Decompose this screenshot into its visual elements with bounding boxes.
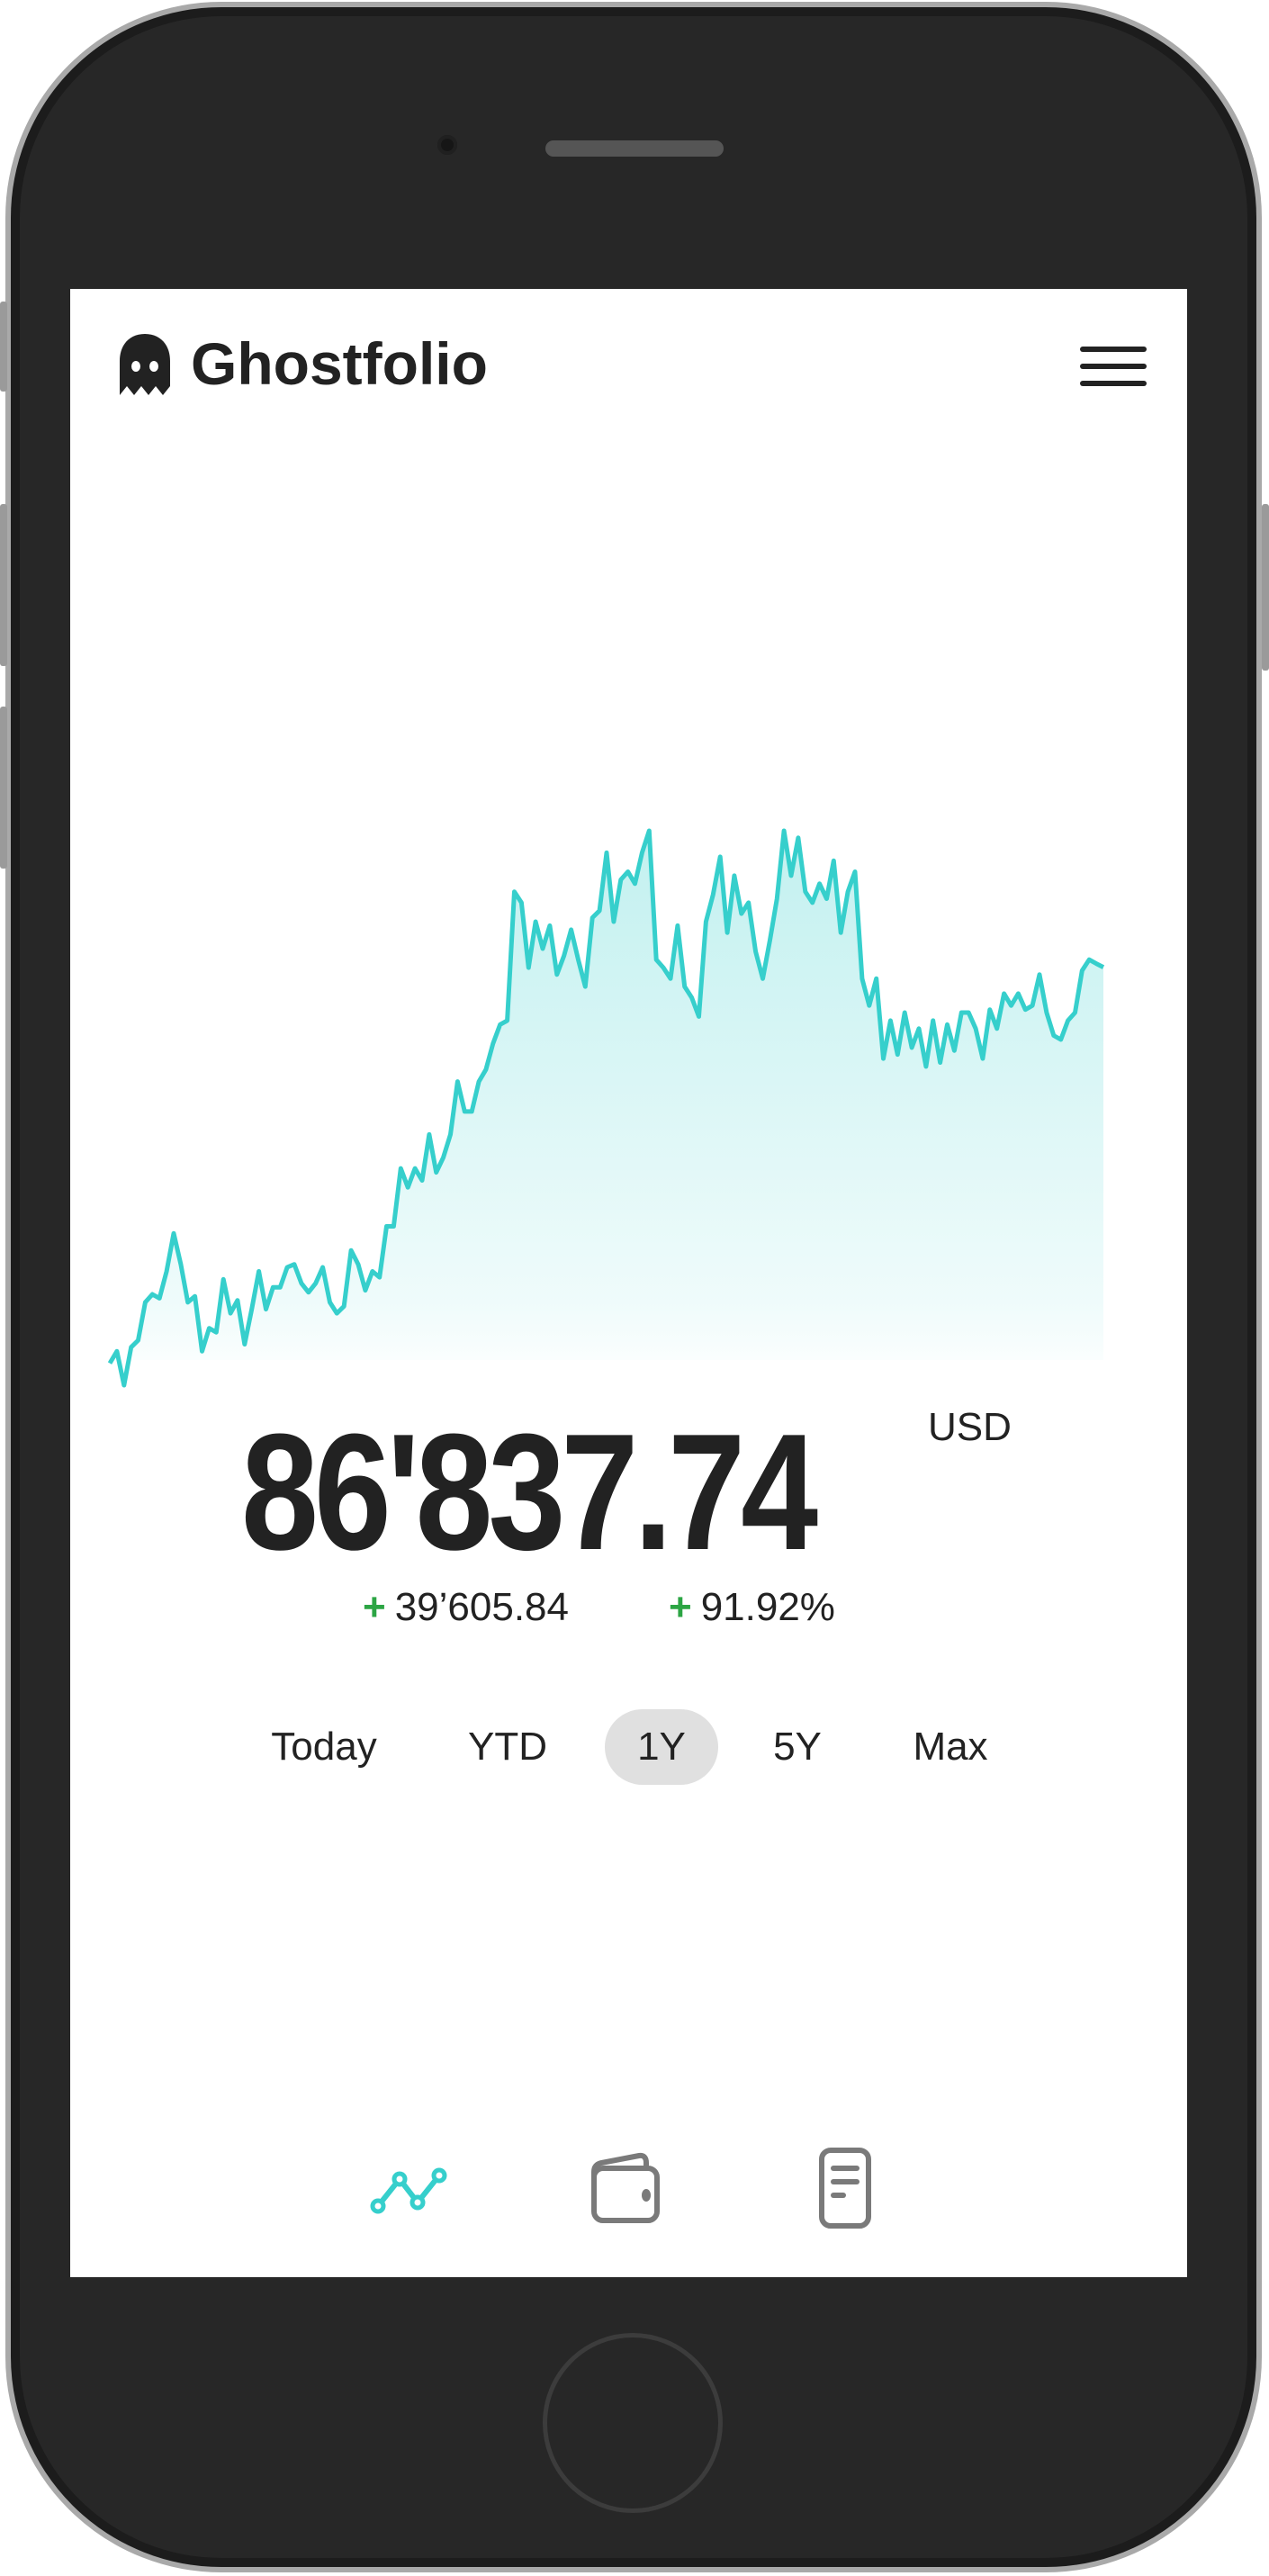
front-camera [437, 135, 457, 155]
home-button[interactable] [543, 2333, 723, 2513]
mute-switch [0, 302, 7, 392]
currency-label: USD [928, 1405, 1012, 1449]
chart-area-fill [110, 831, 1103, 1385]
power-button [1262, 504, 1269, 671]
absolute-change-value: 39’605.84 [394, 1585, 569, 1629]
hamburger-menu-icon[interactable] [1080, 347, 1147, 386]
wallet-icon[interactable] [583, 2143, 673, 2233]
volume-down-button [0, 707, 7, 869]
relative-change-value: 91.92% [700, 1585, 835, 1629]
period-today[interactable]: Today [271, 1725, 377, 1769]
ghost-icon [120, 334, 170, 395]
portfolio-value: 86'837.74 [241, 1399, 818, 1584]
period-5y[interactable]: 5Y [773, 1725, 822, 1769]
period-ytd[interactable]: YTD [468, 1725, 547, 1769]
document-icon[interactable] [800, 2143, 890, 2233]
relative-change: +91.92% [669, 1585, 835, 1630]
portfolio-chart [107, 828, 1105, 1388]
app-screen: Ghostfolio 86'837.74 USD +39’605.84 +91.… [70, 289, 1187, 2277]
line-chart-icon[interactable] [367, 2143, 457, 2233]
earpiece-speaker [545, 140, 724, 157]
period-1y[interactable]: 1Y [605, 1709, 718, 1785]
period-max[interactable]: Max [913, 1725, 988, 1769]
chart-line [107, 828, 1105, 1388]
plus-sign: + [669, 1585, 692, 1629]
app-title[interactable]: Ghostfolio [191, 330, 488, 397]
plus-sign: + [363, 1585, 386, 1629]
volume-up-button [0, 504, 7, 666]
absolute-change: +39’605.84 [363, 1585, 569, 1630]
